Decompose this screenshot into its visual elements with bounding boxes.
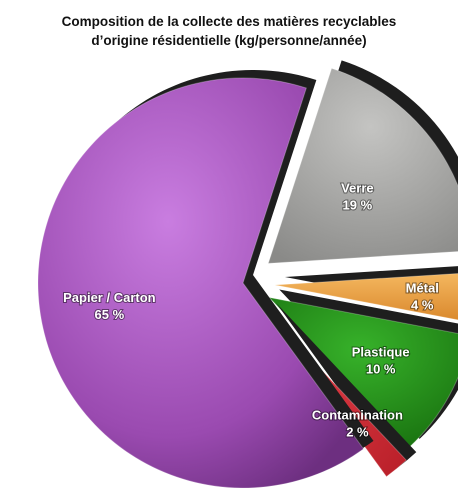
slice-verre [267,67,458,264]
slice-papier-carton [37,77,365,489]
slice-value-metal: 4 % [411,297,434,312]
slice-plastique [267,296,458,448]
chart-title: Composition de la collecte des matières … [0,12,458,50]
slice-label-verre: Verre [341,180,374,195]
slice-label-plastique: Plastique [352,345,410,360]
slice-metal [274,272,458,321]
slice-label-papier-carton: Papier / Carton [63,290,156,305]
slice-value-papier-carton: 65 % [95,307,125,322]
slice-value-contamination: 2 % [346,424,369,439]
slice-shadow-contamination [275,302,417,469]
slice-value-plastique: 10 % [366,362,396,377]
chart-title-line2: d’origine résidentielle (kg/personne/ann… [91,33,367,48]
slice-label-metal: Métal [406,280,439,295]
slice-label-contamination: Contamination [312,407,403,422]
chart-title-line1: Composition de la collecte des matières … [61,14,397,29]
slice-value-verre: 19 % [343,197,373,212]
